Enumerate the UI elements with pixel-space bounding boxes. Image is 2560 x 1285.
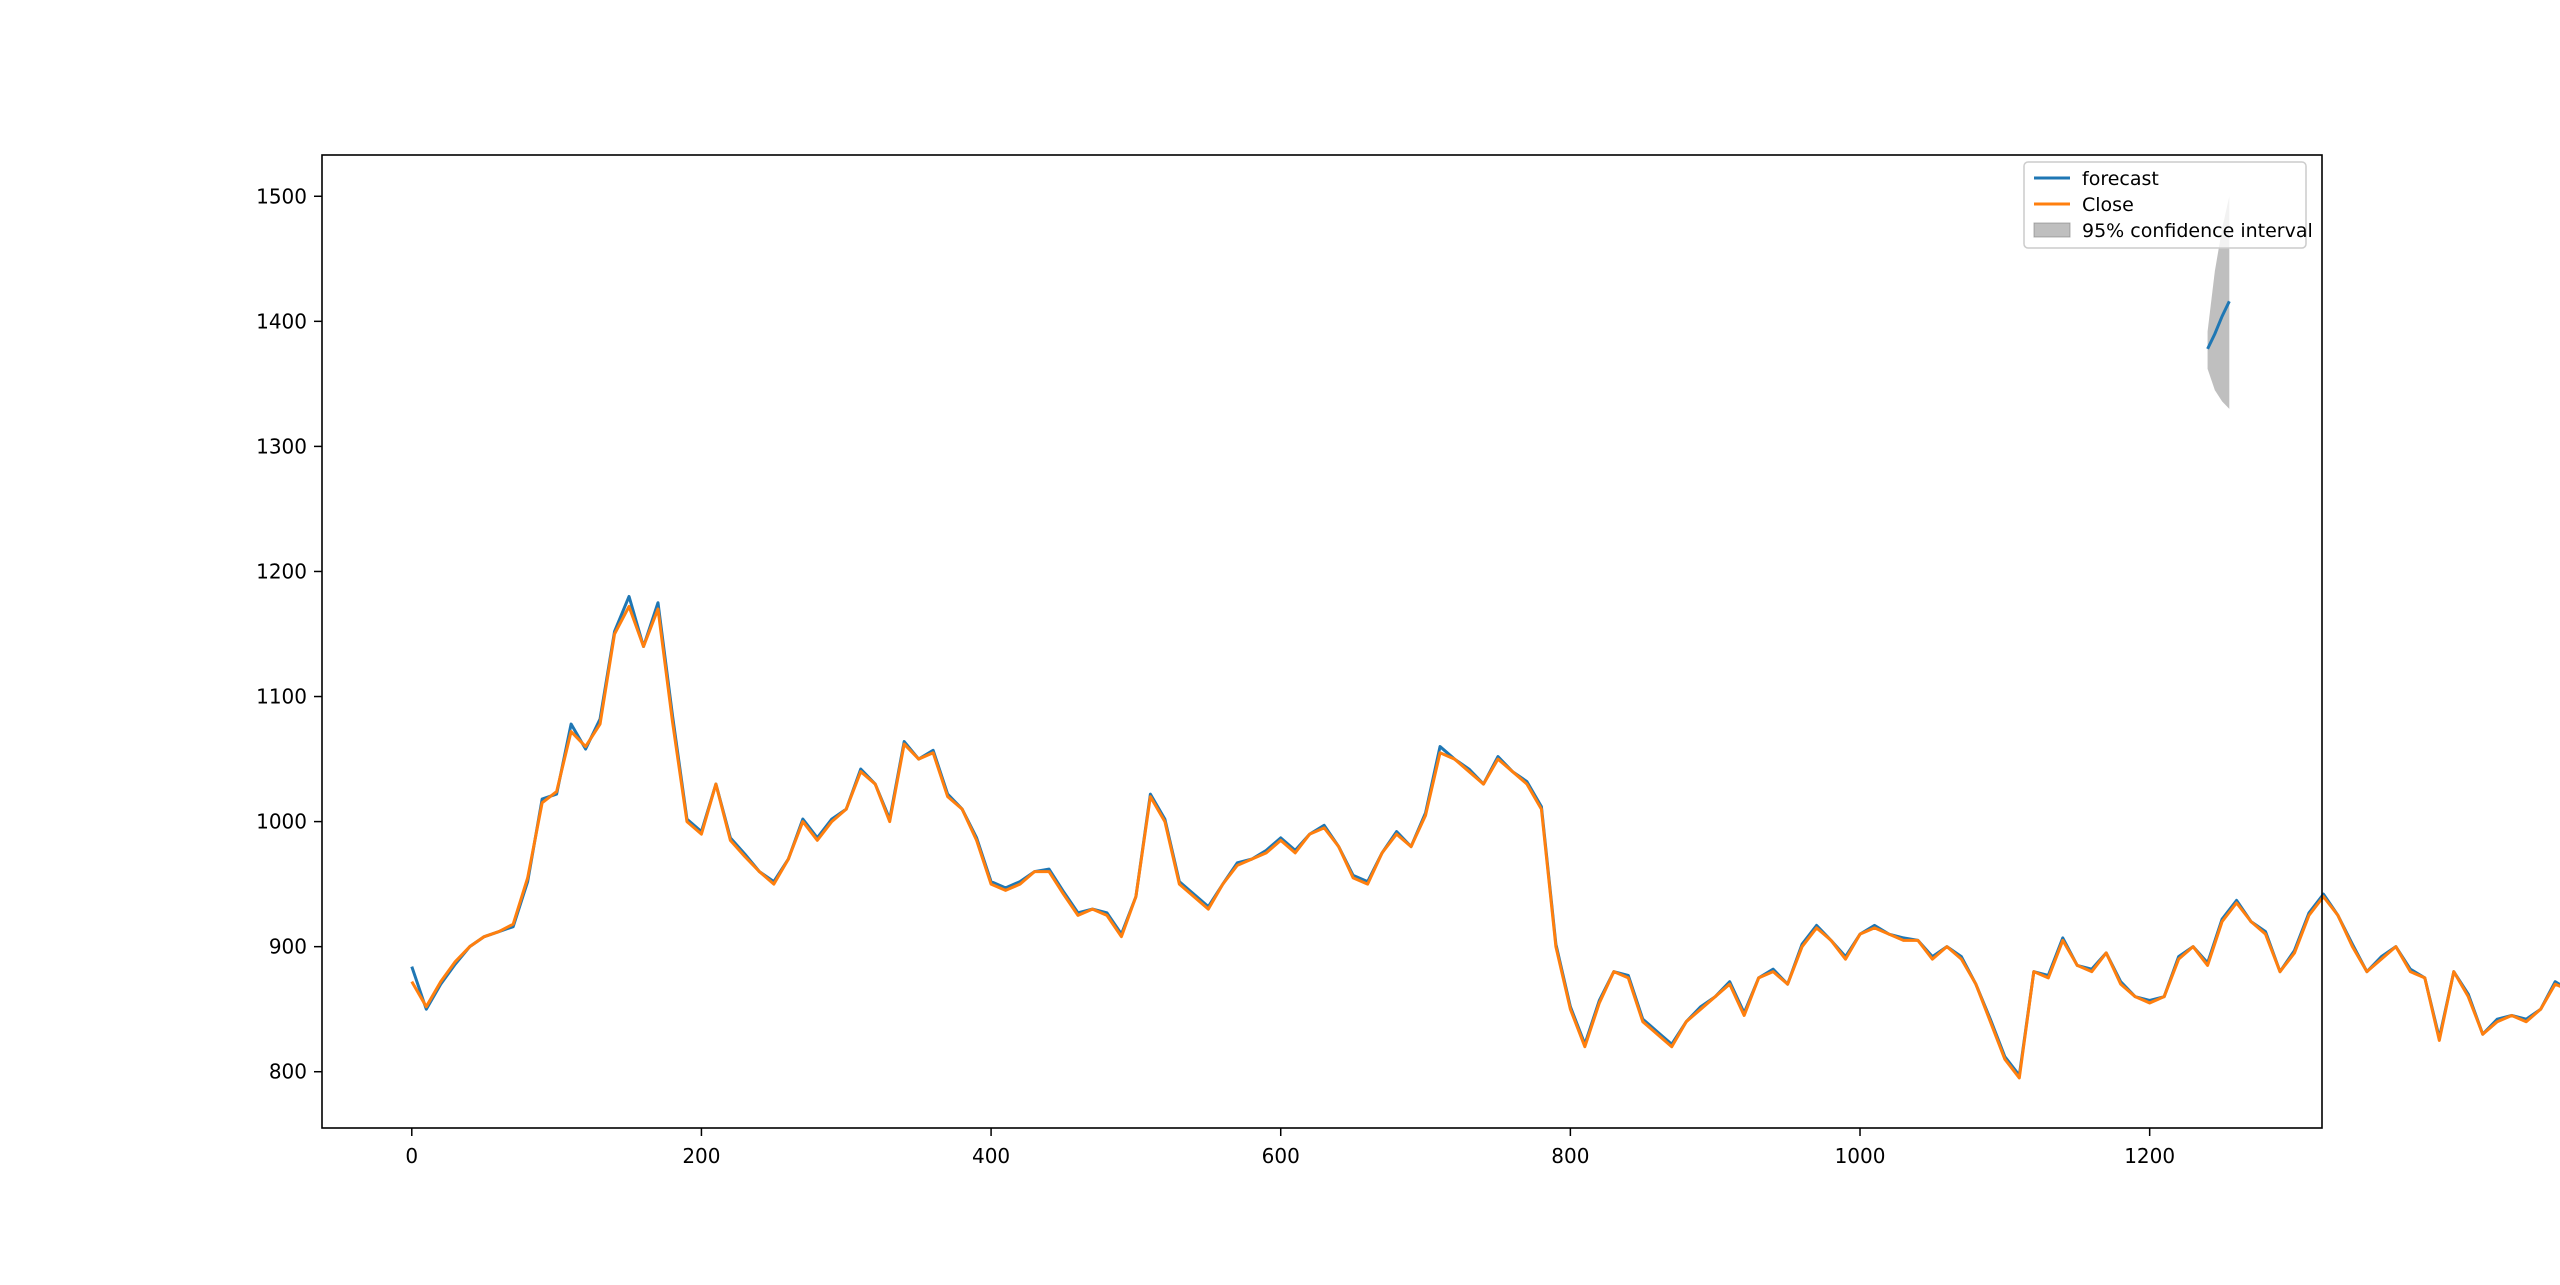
y-tick-label: 1400 [256, 309, 307, 333]
y-tick-label: 800 [269, 1060, 307, 1084]
legend-label: 95% confidence interval [2082, 220, 2313, 242]
y-tick-label: 900 [269, 935, 307, 959]
y-tick-label: 1500 [256, 184, 307, 208]
x-tick-label: 0 [405, 1144, 418, 1168]
series-line-close [410, 604, 2560, 1080]
x-tick-label: 400 [972, 1144, 1010, 1168]
legend-label: forecast [2082, 168, 2159, 190]
y-tick-label: 1300 [256, 434, 307, 458]
legend-swatch-confidence-interval [2033, 222, 2071, 238]
x-axis: 0 200 400 600 800 1000 1200 [405, 1128, 2175, 1168]
y-tick-label: 1000 [256, 810, 307, 834]
y-tick-label: 1200 [256, 559, 307, 583]
y-tick-label: 1100 [256, 685, 307, 709]
confidence-interval-band [2207, 196, 2230, 409]
legend-label: Close [2082, 194, 2134, 216]
series-line-forecast-extension [2206, 300, 2231, 350]
x-tick-label: 1000 [1835, 1144, 1886, 1168]
series-layer [410, 300, 2560, 1080]
x-tick-label: 800 [1551, 1144, 1589, 1168]
x-tick-label: 1200 [2124, 1144, 2175, 1168]
plot-frame [321, 154, 2323, 1129]
series-line-forecast [410, 594, 2560, 1077]
legend-box [2023, 161, 2307, 249]
x-tick-label: 600 [1262, 1144, 1300, 1168]
y-axis: 800 900 1000 1100 1200 1300 1400 1500 [256, 184, 322, 1084]
confidence-band-layer [2207, 196, 2230, 409]
legend: forecast Close 95% confidence interval [2023, 161, 2313, 249]
x-tick-label: 200 [682, 1144, 720, 1168]
